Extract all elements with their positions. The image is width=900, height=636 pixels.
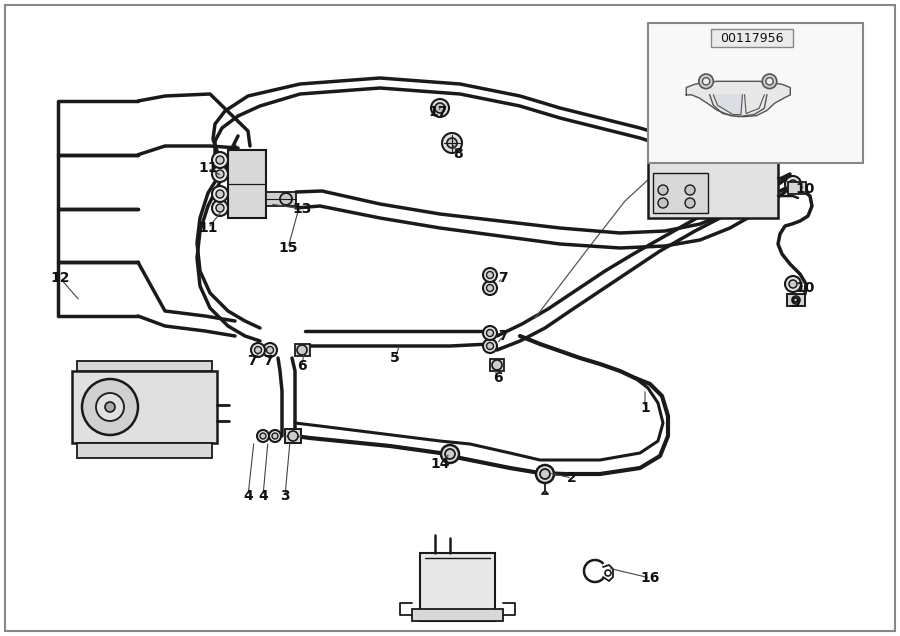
Text: 5: 5 bbox=[390, 351, 400, 365]
Circle shape bbox=[483, 268, 497, 282]
Text: 4: 4 bbox=[243, 489, 253, 503]
Bar bbox=[77, 361, 212, 371]
Text: 1: 1 bbox=[640, 401, 650, 415]
Circle shape bbox=[216, 156, 224, 164]
Bar bbox=[710, 29, 793, 47]
Bar bbox=[653, 173, 708, 213]
Circle shape bbox=[685, 185, 695, 195]
Circle shape bbox=[785, 276, 801, 292]
Bar bbox=[228, 150, 266, 218]
Text: 6: 6 bbox=[297, 359, 307, 373]
Circle shape bbox=[216, 170, 224, 178]
Circle shape bbox=[702, 78, 710, 85]
Circle shape bbox=[766, 78, 773, 85]
Circle shape bbox=[297, 345, 307, 355]
Text: 10: 10 bbox=[796, 281, 814, 295]
Circle shape bbox=[785, 176, 801, 192]
Circle shape bbox=[789, 180, 797, 188]
Text: 7: 7 bbox=[499, 271, 508, 285]
Circle shape bbox=[212, 166, 228, 182]
Circle shape bbox=[431, 99, 449, 117]
Circle shape bbox=[487, 272, 493, 279]
Bar bbox=[788, 182, 806, 194]
Circle shape bbox=[487, 329, 493, 336]
Text: 8: 8 bbox=[453, 147, 463, 161]
Bar bbox=[412, 609, 503, 621]
Text: 4: 4 bbox=[258, 489, 268, 503]
Circle shape bbox=[96, 393, 124, 421]
Circle shape bbox=[658, 185, 668, 195]
Circle shape bbox=[260, 433, 266, 439]
Circle shape bbox=[792, 296, 800, 304]
Circle shape bbox=[441, 445, 459, 463]
Bar bbox=[72, 371, 217, 443]
Text: 17: 17 bbox=[428, 105, 447, 119]
Circle shape bbox=[658, 198, 668, 208]
Circle shape bbox=[698, 74, 714, 88]
Circle shape bbox=[483, 339, 497, 353]
Circle shape bbox=[216, 204, 224, 212]
Text: 16: 16 bbox=[640, 571, 660, 585]
Bar bbox=[77, 443, 212, 458]
Circle shape bbox=[442, 133, 462, 153]
Bar bbox=[285, 429, 301, 443]
Text: 2: 2 bbox=[567, 471, 577, 485]
Polygon shape bbox=[714, 95, 742, 114]
Text: 11: 11 bbox=[198, 161, 218, 175]
Circle shape bbox=[263, 343, 277, 357]
Circle shape bbox=[447, 138, 457, 148]
Circle shape bbox=[82, 379, 138, 435]
Text: 11: 11 bbox=[198, 221, 218, 235]
Circle shape bbox=[251, 343, 265, 357]
Bar bbox=[787, 294, 805, 306]
Bar bbox=[266, 192, 296, 206]
Circle shape bbox=[492, 360, 502, 370]
Circle shape bbox=[105, 402, 115, 412]
Circle shape bbox=[216, 190, 224, 198]
Text: 9: 9 bbox=[790, 296, 800, 310]
Text: 6: 6 bbox=[493, 371, 503, 385]
Circle shape bbox=[280, 193, 292, 205]
Text: 14: 14 bbox=[430, 457, 450, 471]
Bar bbox=[648, 123, 778, 218]
Circle shape bbox=[266, 347, 274, 354]
Text: 12: 12 bbox=[50, 271, 70, 285]
Text: 7: 7 bbox=[248, 354, 256, 368]
Circle shape bbox=[487, 284, 493, 291]
Circle shape bbox=[685, 198, 695, 208]
Circle shape bbox=[288, 431, 298, 441]
Circle shape bbox=[483, 281, 497, 295]
Circle shape bbox=[257, 430, 269, 442]
Circle shape bbox=[536, 465, 554, 483]
Text: 13: 13 bbox=[292, 202, 311, 216]
Circle shape bbox=[487, 343, 493, 350]
Circle shape bbox=[540, 469, 550, 479]
Text: 10: 10 bbox=[796, 182, 814, 196]
Circle shape bbox=[789, 280, 797, 288]
Circle shape bbox=[272, 433, 278, 439]
Bar bbox=[295, 344, 310, 356]
Circle shape bbox=[483, 326, 497, 340]
Bar bbox=[420, 553, 495, 621]
Bar bbox=[490, 359, 504, 371]
Text: 15: 15 bbox=[278, 241, 298, 255]
Bar bbox=[648, 23, 863, 163]
Circle shape bbox=[435, 103, 445, 113]
Text: 3: 3 bbox=[280, 489, 290, 503]
Text: 7: 7 bbox=[263, 354, 273, 368]
Circle shape bbox=[255, 347, 262, 354]
Circle shape bbox=[269, 430, 281, 442]
Text: 7: 7 bbox=[499, 329, 508, 343]
Circle shape bbox=[762, 74, 777, 88]
Circle shape bbox=[212, 152, 228, 168]
Circle shape bbox=[212, 186, 228, 202]
Text: 00117956: 00117956 bbox=[720, 32, 783, 45]
Circle shape bbox=[445, 449, 455, 459]
Polygon shape bbox=[687, 81, 790, 116]
Circle shape bbox=[212, 200, 228, 216]
